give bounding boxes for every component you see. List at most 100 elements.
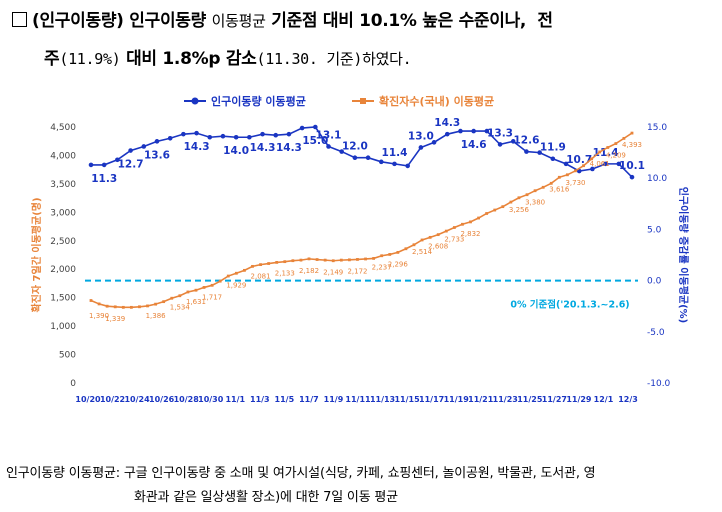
cases-data-point <box>275 260 279 264</box>
x-axis-tick-label: 11/25 <box>517 395 543 404</box>
cases-data-point <box>251 264 254 268</box>
mobility-data-point <box>88 162 94 168</box>
mobility-data-point <box>484 128 490 134</box>
mobility-data-point <box>141 144 147 149</box>
mobility-data-point <box>220 133 226 139</box>
mobility-data-point <box>260 131 265 137</box>
mobility-data-point <box>431 140 437 145</box>
mobility-data-point <box>563 161 569 167</box>
cases-data-point <box>606 146 610 149</box>
right-axis-tick-label: -10.0 <box>647 379 671 389</box>
footnote-line-1: 인구이동량 이동평균: 구글 인구이동량 중 소매 및 여가시설(식당, 카페,… <box>6 466 596 481</box>
mobility-data-label: 11.4 <box>593 147 619 159</box>
x-axis-tick-label: 11/13 <box>370 395 395 404</box>
mobility-series-line <box>91 126 633 178</box>
cases-data-point <box>380 254 384 258</box>
cases-data-point <box>170 296 174 300</box>
cases-data-point <box>404 247 408 251</box>
summary-line-2: 주(11.9%) 대비 1.8%p 감소(11.30. 기준)하였다. <box>44 44 412 69</box>
cases-data-point <box>622 136 626 140</box>
cases-data-label: 1,631 <box>186 298 206 306</box>
cases-data-point <box>420 238 424 242</box>
cases-data-point <box>154 302 157 306</box>
cases-data-label: 1,390 <box>89 312 109 320</box>
mobility-data-point <box>444 131 450 137</box>
cases-data-point <box>485 212 489 215</box>
mobility-data-point <box>405 163 410 169</box>
cases-data-point <box>291 259 295 263</box>
cases-data-label: 3,380 <box>525 199 545 207</box>
left-axis-tick-label: 1,000 <box>50 322 76 332</box>
mobility-data-point <box>167 135 173 141</box>
summary-week-word: 주 <box>44 49 60 69</box>
x-axis-tick-label: 12/3 <box>618 395 638 404</box>
mobility-data-label: 13.1 <box>316 129 342 141</box>
cases-data-label: 2,237 <box>372 264 392 272</box>
mobility-data-label: 14.6 <box>461 139 487 151</box>
right-axis-tick-label: 5.0 <box>647 225 662 235</box>
x-axis-tick-label: 11/3 <box>250 395 270 404</box>
mobility-data-point <box>392 161 397 167</box>
cases-data-point <box>243 268 246 272</box>
left-axis-tick-label: 1,500 <box>50 294 76 304</box>
mobility-data-label: 13.0 <box>408 130 434 142</box>
summary-subject: 인구이동량 <box>129 11 206 31</box>
mobility-data-point <box>524 149 529 154</box>
right-axis-tick-label: -5.0 <box>647 328 665 338</box>
cases-data-point <box>121 305 125 309</box>
cases-data-point <box>574 169 577 173</box>
cases-data-point <box>307 257 311 261</box>
summary-ending: 하였다. <box>362 50 412 68</box>
x-axis-tick-label: 12/1 <box>594 395 614 404</box>
cases-data-point <box>129 305 133 309</box>
x-axis-tick-label: 10/20 <box>75 395 101 404</box>
x-axis-tick-label: 11/27 <box>542 395 567 404</box>
legend-cases-label: 확진자수(국내) 이동평균 <box>379 94 494 108</box>
x-axis-tick-label: 11/5 <box>275 395 295 404</box>
cases-data-point <box>162 300 166 304</box>
mobility-data-point <box>365 155 371 161</box>
mobility-data-point <box>378 159 384 165</box>
mobility-data-point <box>326 144 331 149</box>
right-axis-tick-label: 10.0 <box>647 174 667 184</box>
mobility-data-point <box>629 174 635 180</box>
mobility-data-label: 11.9 <box>540 142 566 154</box>
cases-data-point <box>452 226 456 229</box>
cases-data-point <box>299 258 303 262</box>
mobility-data-point <box>273 132 279 138</box>
mobility-data-label: 14.3 <box>250 142 276 154</box>
summary-reference-date: (11.30. 기준) <box>256 50 363 68</box>
cases-data-label: 2,182 <box>299 267 319 275</box>
x-axis-tick-label: 10/28 <box>174 395 200 404</box>
cases-data-point <box>259 263 262 267</box>
cases-data-point <box>202 286 206 289</box>
mobility-data-point <box>115 157 120 163</box>
mobility-data-point <box>233 134 239 140</box>
summary-line-1: (인구이동량) 인구이동량 이동평균 기준점 대비 10.1% 높은 수준이나,… <box>12 6 553 31</box>
mobility-data-point <box>194 130 199 136</box>
cases-data-point <box>97 302 101 306</box>
cases-data-point <box>630 131 634 135</box>
mobility-data-point <box>339 149 345 154</box>
mobility-data-label: 11.4 <box>382 147 408 159</box>
cases-data-label: 2,608 <box>428 243 448 251</box>
cases-data-point <box>347 258 351 262</box>
mobility-data-point <box>510 139 516 144</box>
cases-data-point <box>469 220 472 224</box>
x-axis-tick-label: 11/23 <box>493 395 518 404</box>
cases-data-label: 2,133 <box>275 270 295 278</box>
mobility-data-point <box>418 145 424 150</box>
cases-data-point <box>388 253 392 256</box>
cases-data-label: 3,616 <box>549 185 570 193</box>
cases-data-point <box>364 257 367 261</box>
mobility-data-point <box>101 162 107 168</box>
cases-data-point <box>412 243 416 247</box>
cases-data-point <box>533 189 537 193</box>
mobility-data-point <box>286 131 292 137</box>
cases-data-point <box>146 304 149 308</box>
cases-data-point <box>444 229 448 233</box>
cases-data-point <box>501 205 505 209</box>
right-axis-tick-label: 15.0 <box>647 123 667 133</box>
cases-data-point <box>598 150 602 154</box>
mobility-and-cases-chart: 0 500 1,000 1,500 2,000 2,500 3,000 3,500 4,000 4… <box>30 94 690 404</box>
